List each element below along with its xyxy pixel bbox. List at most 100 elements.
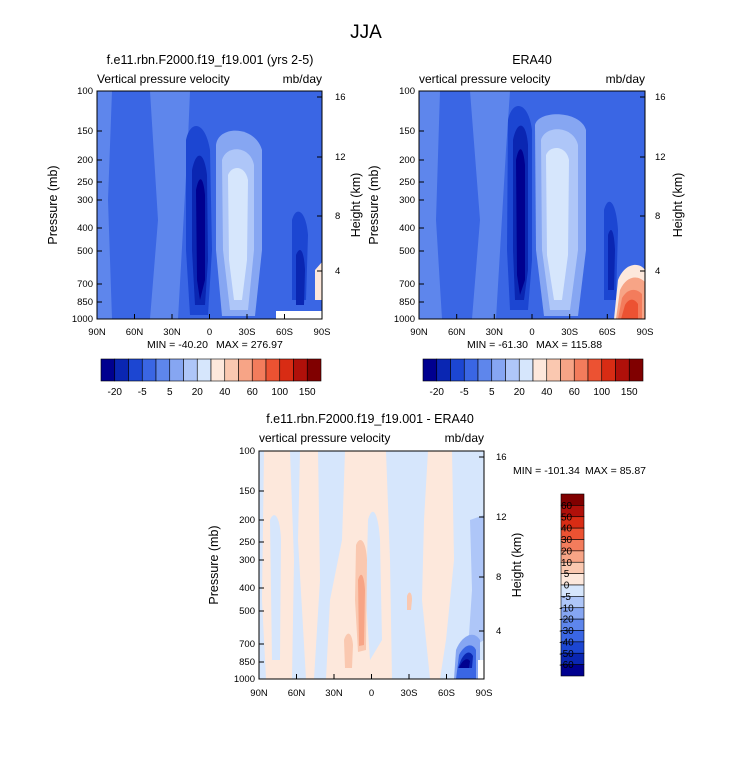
svg-text:90S: 90S bbox=[637, 327, 654, 338]
colorbar-swatch bbox=[505, 358, 520, 382]
colorbar: -20 -5 5 20 40 60 100 150 bbox=[422, 358, 644, 398]
svg-text:16: 16 bbox=[496, 452, 507, 463]
svg-text:8: 8 bbox=[335, 211, 340, 222]
y2-axis: 16 12 8 4 Height (km) bbox=[640, 92, 685, 277]
y-axis-label: Pressure (mb) bbox=[367, 165, 381, 244]
colorbar-label: 5 bbox=[489, 387, 495, 398]
max-label: MAX = 276.97 bbox=[216, 339, 283, 351]
y-tick-label: 500 bbox=[399, 246, 424, 257]
svg-text:400: 400 bbox=[399, 223, 415, 234]
svg-text:90N: 90N bbox=[88, 327, 106, 338]
missing-region bbox=[478, 660, 484, 679]
svg-text:150: 150 bbox=[399, 126, 415, 137]
svg-text:200: 200 bbox=[77, 155, 93, 166]
svg-text:100: 100 bbox=[239, 446, 255, 457]
colorbar-label: 50 bbox=[561, 512, 573, 523]
y2-tick-label: 16 bbox=[479, 452, 507, 463]
colorbar-label: 150 bbox=[299, 387, 316, 398]
svg-text:250: 250 bbox=[399, 177, 415, 188]
colorbar-label: 5 bbox=[564, 569, 570, 580]
svg-text:400: 400 bbox=[77, 223, 93, 234]
figure-title: JJA bbox=[350, 22, 382, 43]
y-tick-label: 250 bbox=[239, 537, 264, 548]
colorbar-swatch bbox=[615, 358, 630, 382]
colorbar-label: -20 bbox=[430, 387, 445, 398]
y2-tick-label: 12 bbox=[479, 512, 507, 523]
svg-text:16: 16 bbox=[655, 92, 666, 103]
right-string: mb/day bbox=[445, 431, 484, 445]
svg-text:0: 0 bbox=[529, 327, 534, 338]
y2-axis-label: Height (km) bbox=[349, 173, 363, 238]
y-tick-label: 400 bbox=[239, 583, 264, 594]
colorbar-swatch bbox=[518, 358, 534, 382]
y-tick-label: 300 bbox=[399, 195, 424, 206]
contour-region bbox=[296, 250, 305, 305]
right-string: mb/day bbox=[283, 72, 322, 86]
panel-title: f.e11.rbn.F2000.f19_f19.001 - ERA40 bbox=[266, 412, 474, 426]
x-tick-label: 30S bbox=[561, 314, 578, 338]
panel-obs: ERA40 vertical pressure velocity mb/day bbox=[367, 53, 685, 398]
right-string: mb/day bbox=[606, 72, 645, 86]
colorbar-swatch bbox=[546, 358, 561, 382]
colorbar-swatch bbox=[141, 358, 157, 382]
contour-region bbox=[259, 451, 266, 679]
svg-text:400: 400 bbox=[239, 583, 255, 594]
svg-text:500: 500 bbox=[239, 606, 255, 617]
svg-text:30S: 30S bbox=[239, 327, 256, 338]
min-label: MIN = -61.30 bbox=[467, 339, 528, 351]
y-axis-label: Pressure (mb) bbox=[207, 525, 221, 604]
y-tick-label: 700 bbox=[399, 279, 424, 290]
colorbar-label: -60 bbox=[559, 660, 574, 671]
contour-region bbox=[621, 299, 638, 319]
y2-tick-label: 16 bbox=[640, 92, 666, 103]
svg-text:8: 8 bbox=[655, 211, 660, 222]
x-tick-label: 30N bbox=[325, 674, 343, 699]
y-tick-label: 1000 bbox=[72, 314, 102, 325]
colorbar-swatch bbox=[238, 358, 253, 382]
colorbar-label: 10 bbox=[561, 558, 573, 569]
panel-difference: f.e11.rbn.F2000.f19_f19.001 - ERA40 vert… bbox=[207, 412, 646, 699]
plot-area bbox=[96, 90, 323, 320]
y2-tick-label: 8 bbox=[317, 211, 340, 222]
svg-text:60S: 60S bbox=[438, 688, 455, 699]
colorbar-label: -5 bbox=[138, 387, 147, 398]
colorbar-label: -5 bbox=[460, 387, 469, 398]
svg-text:1000: 1000 bbox=[234, 674, 255, 685]
y2-axis: 16 12 8 4 Height (km) bbox=[479, 452, 524, 637]
colorbar-label: 20 bbox=[192, 387, 204, 398]
colorbar-swatch bbox=[224, 358, 239, 382]
svg-text:1000: 1000 bbox=[72, 314, 93, 325]
contour-region bbox=[419, 91, 442, 319]
colorbar-label: 60 bbox=[247, 387, 259, 398]
y2-tick-label: 8 bbox=[640, 211, 660, 222]
colorbar-swatch bbox=[573, 358, 589, 382]
colorbar-label: 100 bbox=[271, 387, 288, 398]
contour-region bbox=[344, 633, 353, 668]
x-tick-label: 0 bbox=[529, 314, 535, 338]
y-tick-label: 700 bbox=[239, 639, 264, 650]
svg-text:90S: 90S bbox=[476, 688, 493, 699]
svg-text:16: 16 bbox=[335, 92, 346, 103]
max-label: MAX = 85.87 bbox=[585, 465, 646, 477]
x-tick-label: 90N bbox=[88, 314, 106, 338]
svg-text:200: 200 bbox=[399, 155, 415, 166]
contour-region bbox=[97, 91, 112, 319]
plot-area bbox=[418, 90, 646, 320]
svg-text:30N: 30N bbox=[163, 327, 181, 338]
contour-region bbox=[407, 592, 412, 610]
y2-tick-label: 4 bbox=[317, 266, 340, 277]
svg-text:100: 100 bbox=[77, 86, 93, 97]
colorbar-label: -50 bbox=[559, 649, 574, 660]
colorbar-label: 20 bbox=[514, 387, 526, 398]
missing-region bbox=[276, 311, 322, 319]
y-tick-label: 100 bbox=[239, 446, 264, 457]
svg-text:30N: 30N bbox=[325, 688, 343, 699]
svg-text:60N: 60N bbox=[126, 327, 144, 338]
svg-text:4: 4 bbox=[335, 266, 340, 277]
svg-text:8: 8 bbox=[496, 572, 501, 583]
svg-text:200: 200 bbox=[239, 515, 255, 526]
colorbar-label: 5 bbox=[167, 387, 173, 398]
svg-text:12: 12 bbox=[655, 152, 666, 163]
y-tick-label: 200 bbox=[239, 515, 264, 526]
